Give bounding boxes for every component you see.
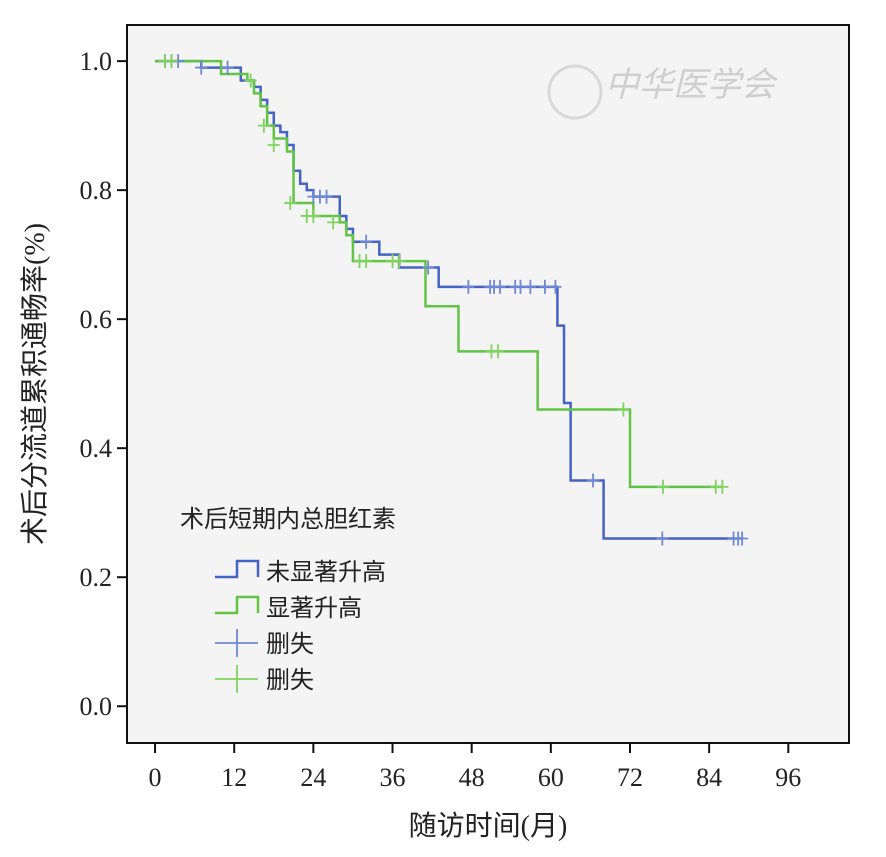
legend-label: 删失: [266, 667, 314, 694]
legend-swatch: [215, 629, 258, 657]
censor-mark: [284, 196, 297, 211]
legend-label: 显著升高: [266, 595, 362, 622]
legend-swatch: [215, 665, 258, 693]
x-axis-title: 随访时间(月): [409, 810, 568, 842]
censor-mark: [257, 118, 270, 133]
watermark-logo: [547, 64, 603, 120]
plot: [155, 54, 749, 546]
x-tick-label: 72: [617, 763, 643, 792]
legend-title: 术后短期内总胆红素: [180, 506, 396, 533]
watermark: 中华医学会: [605, 67, 779, 104]
plot-area: [126, 24, 850, 744]
censor-mark: [267, 137, 280, 152]
censor-mark: [327, 215, 340, 230]
censor-mark: [549, 279, 562, 294]
censor-mark: [422, 260, 435, 275]
x-tick-label: 12: [221, 763, 247, 792]
y-tick-label: 0.8: [80, 176, 113, 205]
censor-mark: [524, 279, 537, 294]
censor-mark: [716, 479, 729, 494]
x-tick-label: 0: [149, 763, 162, 792]
censor-mark: [617, 402, 630, 417]
censor-mark: [656, 531, 669, 546]
y-axis-title: 术后分流道累积通畅率(%): [19, 223, 51, 545]
censor-mark: [492, 344, 505, 359]
censor-mark: [320, 189, 333, 204]
legend-label: 删失: [266, 631, 314, 658]
censor-mark: [494, 279, 507, 294]
y-tick-label: 0.6: [80, 305, 113, 334]
legend-label: 未显著升高: [266, 559, 386, 586]
censor-mark: [656, 479, 669, 494]
censor-mark: [736, 531, 749, 546]
x-tick-label: 96: [775, 763, 801, 792]
legend-swatch: [215, 595, 260, 615]
km-curve: [155, 59, 723, 489]
x-tick-label: 24: [300, 763, 326, 792]
censor-mark: [360, 234, 373, 249]
censor-mark: [538, 279, 551, 294]
legend-swatch: [215, 559, 260, 579]
y-tick-label: 0.0: [80, 692, 113, 721]
x-tick-label: 60: [538, 763, 564, 792]
x-tick-label: 36: [380, 763, 406, 792]
y-tick-label: 0.4: [80, 434, 113, 463]
censor-mark: [462, 279, 475, 294]
y-tick-label: 1.0: [80, 47, 113, 76]
censor-mark: [393, 254, 406, 269]
censor-mark: [307, 208, 320, 223]
censor-mark: [360, 254, 373, 269]
censor-mark: [165, 54, 178, 69]
x-tick-label: 84: [696, 763, 722, 792]
censor-mark: [587, 473, 600, 488]
x-tick-label: 48: [459, 763, 485, 792]
censor-mark: [195, 60, 208, 75]
censor-mark: [221, 60, 234, 75]
y-tick-label: 0.2: [80, 563, 113, 592]
censor-mark: [244, 73, 257, 88]
